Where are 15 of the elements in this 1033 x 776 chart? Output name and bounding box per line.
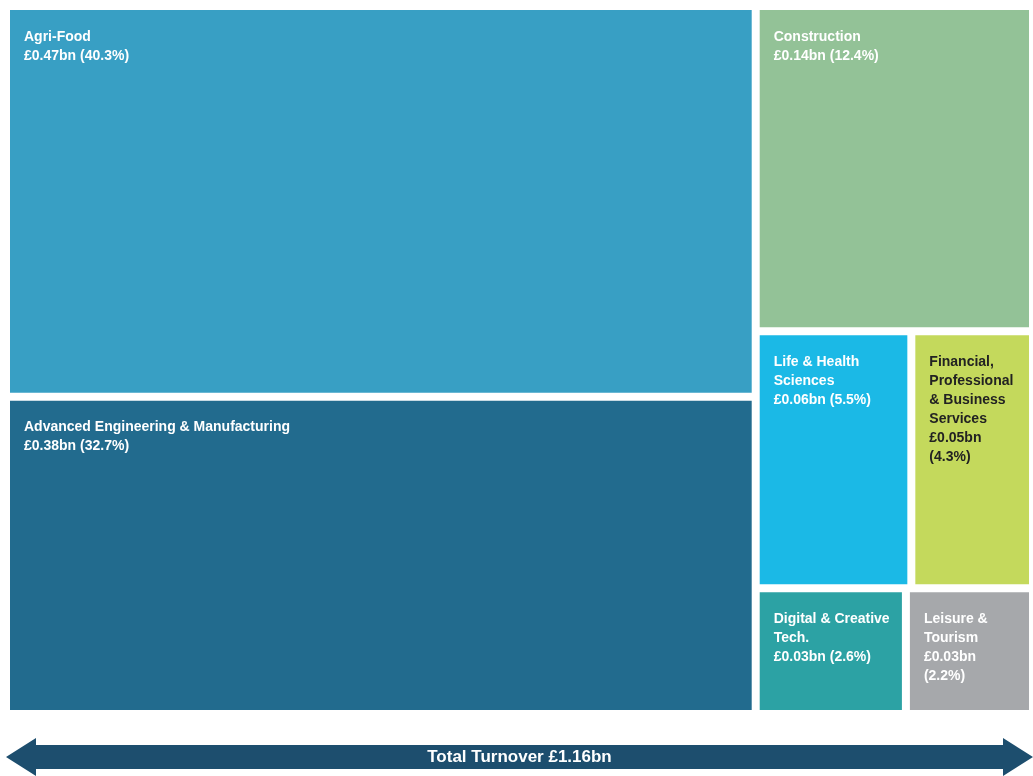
data-label: £0.03bn (2.2%) xyxy=(923,647,980,683)
data-label: £0.47bn (40.3%) xyxy=(24,46,130,63)
data-label: £0.06bn (5.5%) xyxy=(773,390,871,407)
category-label: Digital & Creative Tech. xyxy=(773,609,894,645)
text: Total Turnover £1.16bn xyxy=(427,747,612,766)
category-label: Agri-Food xyxy=(24,27,91,44)
category-label: Life & Health Sciences xyxy=(773,352,864,388)
data-label: £0.14bn (12.4%) xyxy=(773,46,879,63)
category-label: Construction xyxy=(773,27,861,44)
category-label: Financial, Professional & Business Services xyxy=(929,352,1018,426)
data-label: £0.05bn (4.3%) xyxy=(929,428,986,464)
category-label: Leisure & Tourism xyxy=(923,609,992,645)
data-label: £0.38bn (32.7%) xyxy=(24,437,130,454)
category-label: Advanced Engineering & Manufacturing xyxy=(24,418,291,435)
data-label: £0.03bn (2.6%) xyxy=(773,647,871,664)
